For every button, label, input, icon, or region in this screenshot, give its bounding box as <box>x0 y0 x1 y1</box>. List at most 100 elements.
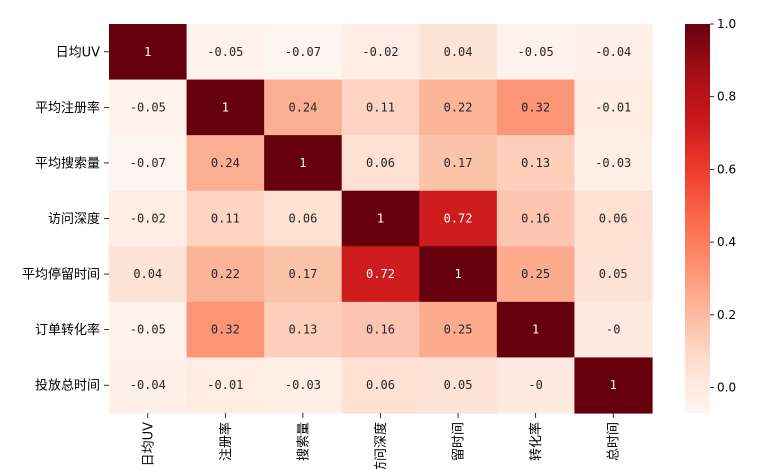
heatmap-cell <box>419 246 498 303</box>
heatmap-cell <box>264 301 343 359</box>
cell-value-label: -0.05 <box>130 100 166 114</box>
cell-value-label: 0.06 <box>366 378 395 392</box>
row-label: 平均注册率 <box>35 100 100 116</box>
heatmap-cell <box>496 135 576 192</box>
row-label: 投放总时间 <box>35 378 100 394</box>
heatmap-cell <box>186 24 265 81</box>
row-label: 平均搜索量 <box>35 156 100 171</box>
cell-value-label: 0.72 <box>366 267 395 281</box>
heatmap-cell <box>419 357 498 414</box>
heatmap-cell <box>419 24 498 81</box>
heatmap-cell <box>419 79 498 136</box>
column-labels: 日均UV 注册率 搜索量 访问深度 留时间 转化率 总时间 <box>141 412 622 469</box>
heatmap-cell <box>109 301 188 359</box>
cell-value-label: -0.01 <box>595 100 631 114</box>
heatmap-cell <box>419 301 498 359</box>
column-label: 搜索量 <box>296 422 311 461</box>
cell-value-label: 1 <box>377 211 384 225</box>
heatmap-cell <box>574 301 653 359</box>
heatmap-cell <box>574 190 653 247</box>
heatmap-cell <box>341 246 420 303</box>
column-label: 注册率 <box>218 422 234 461</box>
heatmap-cell <box>109 190 188 247</box>
heatmap-cell <box>109 246 188 303</box>
cell-value-label: -0.04 <box>130 378 166 392</box>
heatmap-cell <box>496 190 576 247</box>
heatmap-cell <box>264 190 343 247</box>
cell-value-label: 0.22 <box>211 267 240 281</box>
cell-value-label: 1 <box>454 267 461 281</box>
heatmap-cell <box>574 24 653 81</box>
heatmap-cell <box>109 79 188 136</box>
cell-value-label: 0.04 <box>444 45 473 59</box>
heatmap-cell <box>264 357 343 414</box>
heatmap-cell <box>341 357 420 414</box>
row-label: 订单转化率 <box>35 322 100 338</box>
heatmap-cell <box>496 301 576 359</box>
colorbar-tick-label: 0.2 <box>717 308 736 322</box>
colorbar-gradient <box>685 24 710 413</box>
cell-value-label: -0 <box>606 323 620 337</box>
column-label: 留时间 <box>452 422 467 461</box>
heatmap-cell <box>186 135 265 192</box>
cell-value-label: -0.07 <box>285 45 321 59</box>
cell-value-label: -0.05 <box>130 323 166 337</box>
cell-value-label: 1 <box>532 323 539 337</box>
column-label: 总时间 <box>607 422 622 461</box>
cell-value-label: -0 <box>528 378 542 392</box>
heatmap-cell <box>496 357 576 414</box>
column-label: 转化率 <box>528 422 544 461</box>
row-label: 访问深度 <box>48 211 100 227</box>
heatmap-cell <box>496 79 576 136</box>
cell-value-label: -0.05 <box>518 45 554 59</box>
cell-value-label: 0.16 <box>521 211 550 225</box>
cell-value-label: 0.32 <box>521 100 550 114</box>
cell-value-label: 0.25 <box>521 267 550 281</box>
heatmap-cell <box>186 357 265 414</box>
row-label: 日均UV <box>56 45 101 60</box>
heatmap-cell <box>341 79 420 136</box>
cell-value-label: 0.17 <box>444 156 473 170</box>
heatmap-cell <box>109 357 188 414</box>
heatmap-cell <box>264 24 343 81</box>
cell-value-label: 0.25 <box>444 323 473 337</box>
heatmap-cell <box>109 135 188 192</box>
cell-value-label: 1 <box>144 45 151 59</box>
cell-value-label: 0.06 <box>366 156 395 170</box>
cell-value-label: 0.05 <box>444 378 473 392</box>
heatmap-cell <box>186 301 265 359</box>
heatmap-cell <box>496 24 576 81</box>
cell-value-label: -0.03 <box>285 378 321 392</box>
colorbar: 0.0 0.2 0.4 0.6 0.8 1.0 <box>685 17 736 413</box>
colorbar-tick-label: 0.8 <box>717 90 736 104</box>
cell-value-label: 1 <box>299 156 306 170</box>
heatmap-cell <box>341 135 420 192</box>
cell-value-label: 0.16 <box>366 323 395 337</box>
heatmap-cell <box>341 301 420 359</box>
heatmap-cell <box>496 246 576 303</box>
cell-value-label: 0.05 <box>599 267 628 281</box>
cell-value-label: 0.24 <box>211 156 240 170</box>
heatmap-cells: 1 -0.05 -0.07 -0.02 0.04 -0.05 -0.04 -0.05 1 0.24… <box>109 24 653 414</box>
cell-value-label: 0.06 <box>288 211 317 225</box>
heatmap-cell <box>264 135 343 192</box>
cell-value-label: 0.24 <box>288 100 317 114</box>
heatmap-cell <box>419 190 498 247</box>
cell-value-label: -0.03 <box>595 156 631 170</box>
heatmap-cell <box>574 79 653 136</box>
colorbar-tick-label: 1.0 <box>717 17 736 31</box>
cell-value-label: -0.02 <box>130 211 166 225</box>
heatmap-cell <box>186 190 265 247</box>
heatmap-cell <box>341 190 420 247</box>
cell-value-label: -0.02 <box>362 45 398 59</box>
cell-value-label: -0.01 <box>207 378 243 392</box>
cell-value-label: -0.05 <box>207 45 243 59</box>
cell-value-label: 0.06 <box>599 211 628 225</box>
cell-value-label: 0.17 <box>288 267 317 281</box>
cell-value-label: 0.13 <box>521 156 550 170</box>
cell-value-label: 0.22 <box>444 100 473 114</box>
heatmap-cell <box>264 246 343 303</box>
colorbar-tick-label: 0.6 <box>717 162 736 176</box>
heatmap-cell <box>186 246 265 303</box>
